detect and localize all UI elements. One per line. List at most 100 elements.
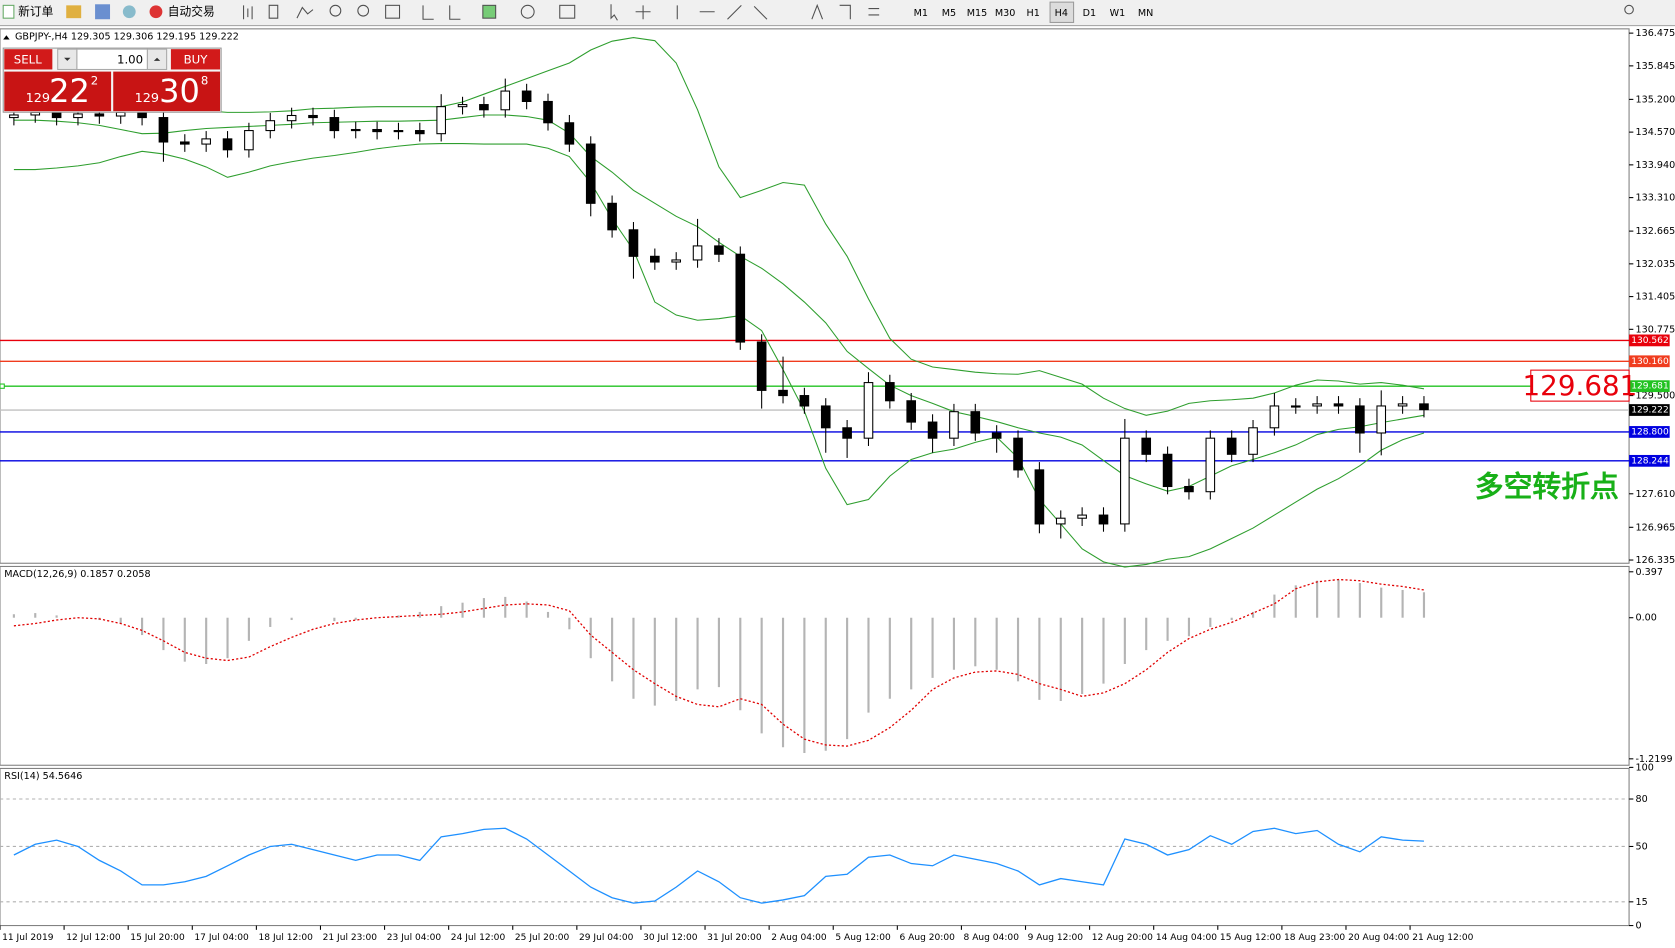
search-icon[interactable]	[1624, 4, 1634, 15]
icon[interactable]	[329, 4, 342, 17]
buy-price-main[interactable]: 30	[159, 72, 200, 110]
y-tick-label: 127.610	[1635, 489, 1675, 500]
icon[interactable]	[268, 4, 279, 19]
candle-body	[906, 400, 917, 423]
auto-trading[interactable]: 自动交易	[168, 4, 215, 18]
icon[interactable]	[357, 4, 370, 17]
timeframe[interactable]: D1	[1083, 8, 1097, 19]
candle-body	[201, 138, 211, 145]
candle-body	[457, 104, 468, 108]
buy-price-big[interactable]: 129	[135, 91, 159, 106]
buy-price-box[interactable]	[113, 71, 221, 112]
candle-body	[628, 229, 639, 257]
timeframe[interactable]: M5	[942, 8, 956, 19]
timeframes: M1 M5 M15 M30 H1 H4 D1 W1 MN	[914, 8, 1154, 19]
icon[interactable]	[243, 5, 253, 20]
new-order[interactable]: 新订单	[18, 4, 53, 18]
sell-button[interactable]	[4, 49, 53, 70]
candle-body	[927, 421, 938, 439]
timeframe[interactable]: H4	[1055, 8, 1068, 19]
candle-body	[1055, 517, 1066, 525]
icon[interactable]	[610, 3, 851, 21]
icon[interactable]	[520, 4, 535, 19]
icon[interactable]	[559, 4, 576, 19]
auto-trading-icon[interactable]	[149, 5, 163, 19]
level-label-bg	[1629, 454, 1670, 467]
level-marker	[0, 383, 5, 389]
y-tick-label: 133.310	[1635, 193, 1675, 204]
toolbar	[0, 0, 1675, 26]
candle-body	[863, 382, 874, 439]
x-tick-label: 6 Aug 20:00	[899, 933, 955, 943]
candle-body	[500, 90, 511, 111]
buy-label[interactable]: BUY	[184, 52, 209, 66]
candle-body	[9, 114, 19, 119]
y-tick-label: 0	[1635, 921, 1641, 932]
timeframe[interactable]: M15	[967, 8, 988, 19]
icon[interactable]	[482, 4, 497, 19]
macd-panel	[0, 565, 1630, 766]
y-tick-label: 132.665	[1635, 226, 1675, 237]
icon[interactable]	[122, 5, 136, 19]
y-tick-label: 0.00	[1635, 613, 1656, 624]
candle-body	[671, 259, 682, 263]
lot[interactable]: 1.00	[117, 52, 143, 66]
level-label-bg	[1629, 380, 1670, 393]
candle-body	[991, 432, 1002, 439]
timeframe[interactable]: MN	[1138, 8, 1153, 19]
candle-body	[115, 111, 126, 117]
y-tick-label: 126.965	[1635, 522, 1675, 533]
candle-body	[1034, 469, 1045, 525]
timeframe[interactable]: M1	[914, 8, 928, 19]
level-label: 129.681	[1631, 382, 1669, 392]
x-tick-label: 11 Jul 2019	[2, 933, 54, 943]
icon[interactable]	[66, 5, 82, 19]
x-tick-label: 23 Jul 04:00	[387, 933, 442, 943]
buy-price-sup[interactable]: 8	[201, 74, 208, 88]
candle-body	[842, 427, 852, 439]
y-tick-label: 80	[1635, 794, 1647, 805]
timeframe[interactable]: M30	[995, 8, 1016, 19]
indicator-header: GBPJPY-,H4 129.305 129.306 129.195 129.2…	[15, 31, 239, 42]
candle-body	[1290, 405, 1301, 408]
candle-body	[244, 130, 254, 151]
candle-body	[1141, 437, 1152, 455]
chart-layer: GBPJPY-,H4 129.305 129.306 129.195 129.2…	[0, 28, 1675, 943]
icon[interactable]	[868, 8, 880, 16]
y-tick-label: 134.570	[1635, 127, 1675, 138]
new-order-icon[interactable]	[2, 4, 15, 19]
icon[interactable]	[422, 5, 461, 20]
y-tick-label: 133.940	[1635, 160, 1675, 171]
y-tick-label: -1.2199	[1635, 754, 1672, 765]
timeframe[interactable]: H1	[1027, 8, 1040, 19]
buy-button[interactable]	[170, 49, 221, 70]
timeframe[interactable]: W1	[1110, 8, 1126, 19]
sell-label[interactable]: SELL	[14, 52, 42, 66]
sell-price-big[interactable]: 129	[26, 91, 50, 106]
candle-body	[1013, 437, 1023, 471]
level-label: 130.562	[1631, 336, 1669, 346]
x-tick-label: 2 Aug 04:00	[771, 933, 827, 943]
candle-body	[1333, 403, 1344, 407]
candle-body	[222, 138, 233, 151]
level-label-bg	[1629, 355, 1670, 368]
icon[interactable]	[385, 4, 401, 19]
sell-price-sup[interactable]: 2	[91, 74, 98, 88]
y-tick-label: 50	[1635, 841, 1647, 852]
tool-icons	[243, 3, 1634, 21]
candle-body	[179, 141, 190, 145]
bollinger-upper	[13, 37, 1425, 416]
y-tick-label: 136.475	[1635, 28, 1675, 39]
candle-body	[393, 130, 404, 133]
sell-price-box[interactable]	[4, 71, 112, 112]
x-tick-label: 21 Aug 12:00	[1412, 933, 1473, 943]
candle-body	[436, 106, 446, 135]
x-tick-label: 24 Jul 12:00	[451, 933, 506, 943]
sell-price-main[interactable]: 22	[49, 72, 90, 110]
x-tick-label: 30 Jul 12:00	[643, 933, 698, 943]
level-label-bg	[1629, 426, 1670, 438]
y-tick-label: 130.775	[1635, 324, 1675, 335]
icon[interactable]	[296, 6, 314, 19]
candle-body	[1226, 437, 1237, 455]
icon[interactable]	[95, 4, 111, 20]
